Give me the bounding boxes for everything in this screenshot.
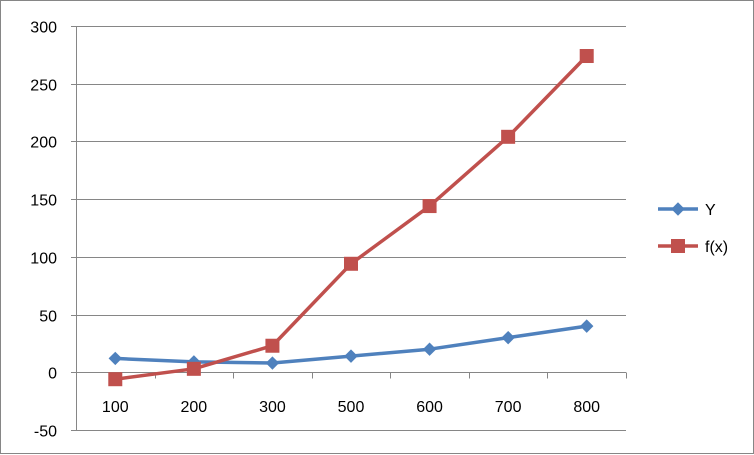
x-tick-label: 600 (416, 399, 443, 416)
y-tick-label: -50 (34, 424, 57, 441)
legend-label: f(x) (705, 239, 728, 256)
data-point (265, 356, 280, 370)
data-point (501, 330, 515, 345)
legend-marker (671, 239, 685, 253)
legend-label: Y (705, 202, 716, 219)
data-point (501, 129, 516, 144)
gridlines (76, 26, 626, 431)
data-point (422, 342, 437, 356)
legend: Yf(x) (658, 202, 728, 256)
axes (71, 26, 627, 431)
y-tick-label: 250 (30, 78, 57, 95)
x-tick-label: 700 (495, 399, 522, 416)
data-point (108, 372, 123, 387)
y-tick-labels: -50 0 50 100 150 200 250 300 (30, 20, 57, 441)
y-tick-label: 150 (30, 193, 57, 210)
x-tick-label: 500 (338, 399, 365, 416)
data-point (580, 319, 594, 333)
y-tick-label: 300 (30, 20, 57, 37)
series (108, 49, 594, 387)
data-point (422, 199, 437, 214)
x-tick-label: 200 (181, 399, 208, 416)
data-point (108, 351, 122, 366)
series-line-fx (113, 54, 589, 381)
data-point (344, 256, 358, 271)
y-tick-label: 0 (48, 366, 57, 383)
x-tick-labels: 100 200 300 500 600 700 800 (102, 399, 600, 416)
y-tick-label: 100 (30, 251, 57, 268)
x-tick-label: 800 (573, 399, 600, 416)
data-point (344, 349, 358, 363)
x-tick-label: 300 (259, 399, 286, 416)
x-tick-label: 100 (102, 399, 129, 416)
y-tick-label: 200 (30, 135, 57, 152)
data-point (579, 49, 594, 64)
y-tick-label: 50 (39, 309, 57, 326)
legend-marker (671, 202, 685, 216)
data-point (265, 338, 280, 353)
data-point (186, 361, 201, 376)
